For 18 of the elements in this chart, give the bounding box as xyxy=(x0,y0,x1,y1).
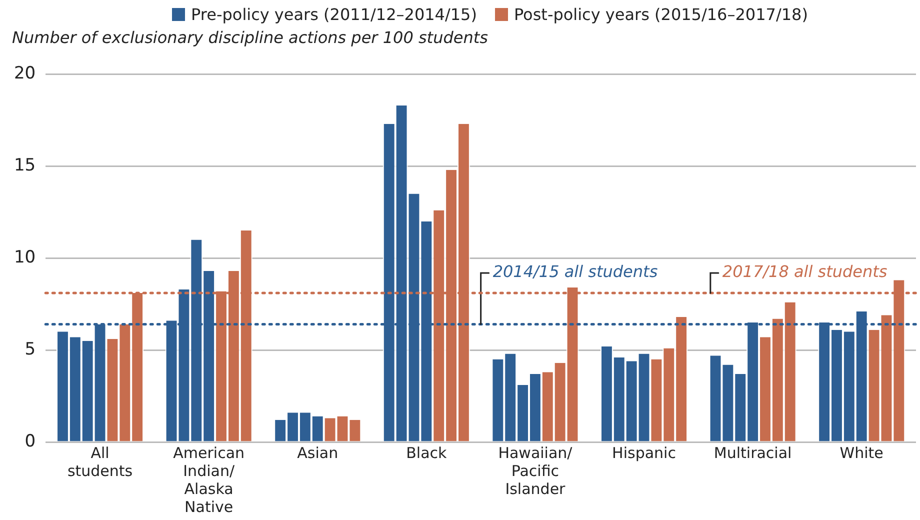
ref-line-label: 2014/15 all students xyxy=(492,262,658,282)
y-tick-label: 15 xyxy=(14,156,36,176)
x-tick-label: Multiracial xyxy=(714,444,792,462)
y-axis-title: Number of exclusionary discipline actions per 100 students xyxy=(11,28,489,49)
x-tick-label: Black xyxy=(406,444,448,462)
x-tick-label: White xyxy=(840,444,884,462)
x-tick-label: American Indian/ Alaska Native xyxy=(173,444,245,516)
x-tick-label: All students xyxy=(67,444,133,480)
ref-line-label: 2017/18 all students xyxy=(722,262,888,282)
x-tick-label: Hawaiian/ Pacific Islander xyxy=(498,444,574,498)
x-tick-label: Asian xyxy=(297,444,338,462)
x-tick-label: Hispanic xyxy=(612,444,676,462)
y-tick-label: 5 xyxy=(24,339,36,360)
y-tick-label: 20 xyxy=(14,64,36,84)
legend-label: Post-policy years (2015/16–2017/18) xyxy=(514,4,808,24)
legend-label: Pre-policy years (2011/12–2014/15) xyxy=(191,4,477,24)
y-tick-label: 0 xyxy=(24,431,36,452)
y-tick-label: 10 xyxy=(14,248,36,268)
